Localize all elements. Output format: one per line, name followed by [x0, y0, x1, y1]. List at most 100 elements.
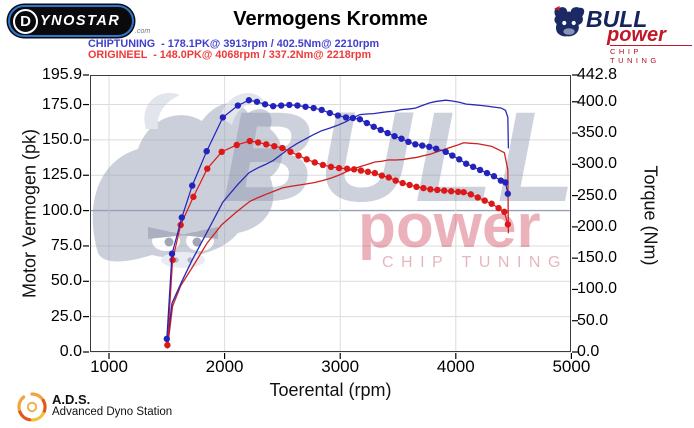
series-marker [412, 141, 419, 148]
y-right-tick-label: 0.0 [577, 343, 600, 360]
series-marker [269, 102, 277, 110]
series-marker [357, 167, 365, 174]
series-marker [218, 148, 225, 156]
series-marker [504, 221, 512, 228]
series-marker [501, 208, 508, 216]
y-left-tick-label: 25.0 [50, 307, 82, 325]
y-left-tick-label: 150.0 [41, 130, 82, 148]
series-marker [356, 116, 364, 123]
y-left-tick-label: 125.0 [41, 166, 82, 184]
series-marker [427, 186, 434, 193]
series-marker [432, 145, 440, 152]
series-marker [481, 197, 488, 204]
series-marker [278, 102, 285, 109]
series-marker [474, 194, 481, 201]
series-marker [178, 214, 186, 221]
series-marker [271, 142, 278, 150]
series-marker [363, 119, 370, 127]
dynostar-d-icon: D [13, 9, 38, 34]
watermark-chip-text: CHIP TUNING [382, 254, 568, 271]
x-tick-label: 4000 [436, 357, 475, 376]
series-marker [502, 179, 509, 186]
series-marker [460, 188, 467, 196]
series-marker [163, 335, 170, 343]
series-marker [378, 172, 386, 179]
series-marker [476, 166, 484, 174]
x-axis-title: Toerental (rpm) [269, 380, 392, 400]
dyno-chart: BULL power CHIP TUNING [83, 74, 578, 359]
series-marker [384, 129, 391, 137]
y-left-tick-label: 195.9 [41, 66, 82, 83]
series-marker [261, 101, 269, 108]
dynostar-logo: D YNOSTAR [8, 5, 134, 37]
series-marker [483, 169, 491, 177]
y-axis-left-title: Motor Vermogen (pk) [19, 128, 40, 299]
series-marker [303, 156, 310, 163]
series-marker [189, 182, 196, 189]
series-line [166, 99, 510, 346]
series-marker [287, 148, 294, 156]
series-marker [405, 138, 412, 146]
series-marker [449, 152, 456, 159]
series-marker [392, 177, 399, 184]
x-tick-label: 2000 [205, 357, 244, 376]
series-marker [420, 184, 427, 192]
series-marker [204, 165, 211, 172]
series-marker [370, 123, 377, 130]
ads-abbr: A.D.S. [52, 392, 91, 407]
series-marker [334, 112, 342, 119]
series-marker [295, 152, 302, 159]
series-marker [335, 164, 343, 172]
series-marker [442, 148, 449, 156]
series-marker [253, 98, 261, 105]
series-marker [441, 187, 448, 194]
series-marker [326, 109, 333, 117]
watermark-power-text: power [358, 192, 541, 261]
series-marker [447, 188, 455, 195]
series-marker [219, 114, 227, 121]
y-right-tick-label: 442.8 [577, 66, 618, 83]
series-marker [203, 147, 210, 155]
series-marker [319, 161, 327, 169]
series-marker [233, 141, 240, 149]
series-marker [490, 173, 498, 180]
x-tick-label: 1000 [90, 357, 128, 376]
series-marker [318, 106, 325, 114]
series-marker [279, 144, 286, 152]
series-marker [294, 102, 301, 109]
dynostar-logo-suffix: .com [135, 28, 151, 35]
y-left-tick-label: 75.0 [50, 236, 82, 254]
series-marker [495, 204, 502, 212]
legend-chiptuning: CHIPTUNING - 178.1PK@ 3913rpm / 402.5Nm@… [88, 38, 380, 50]
bullpower-power-text: power [607, 24, 666, 46]
series-marker [254, 139, 262, 146]
series-marker [413, 183, 420, 191]
bull-icon [553, 6, 585, 37]
series-marker [342, 114, 350, 121]
series-marker [310, 104, 317, 112]
plot-frame [83, 74, 578, 359]
series-marker [391, 132, 398, 140]
series-marker [488, 200, 495, 207]
series-marker [434, 186, 441, 194]
series-marker [385, 174, 392, 181]
y-left-tick-label: 100.0 [41, 201, 82, 219]
ads-logo-icon [17, 392, 47, 422]
series-marker [343, 165, 351, 172]
series-marker [164, 341, 171, 349]
page-title: Vermogens Kromme [233, 8, 428, 30]
y-right-tick-label: 100.0 [577, 280, 618, 298]
y-left-tick-label: 0.0 [59, 343, 82, 360]
series-marker [245, 97, 253, 104]
series-marker [467, 191, 475, 198]
series-marker [286, 101, 293, 109]
series-marker [406, 181, 413, 189]
series-marker [327, 163, 335, 171]
y-right-tick-label: 250.0 [577, 186, 618, 204]
series-marker [263, 141, 270, 148]
series-marker [371, 169, 379, 177]
series-marker [399, 179, 406, 187]
x-tick-label: 5000 [552, 357, 591, 376]
series-marker [302, 103, 309, 110]
